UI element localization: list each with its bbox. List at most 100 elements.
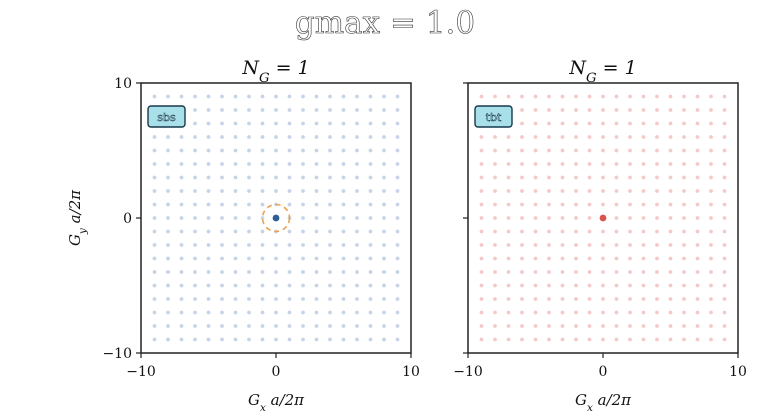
lattice-point	[520, 337, 524, 342]
lattice-point	[206, 121, 211, 126]
lattice-point	[233, 297, 238, 301]
lattice-point	[193, 94, 197, 99]
lattice-point	[655, 148, 659, 153]
lattice-point	[193, 162, 197, 166]
lattice-point	[533, 148, 538, 153]
lattice-point	[520, 189, 524, 193]
lattice-point	[709, 135, 713, 139]
lattice-point	[493, 135, 497, 139]
lattice-point	[695, 216, 700, 220]
lattice-point	[506, 135, 511, 139]
lattice-point	[328, 135, 332, 139]
lattice-point	[547, 216, 551, 220]
lattice-point	[206, 162, 211, 166]
lattice-point	[368, 229, 373, 234]
lattice-point	[655, 256, 659, 261]
x-tick-label: 0	[599, 364, 608, 380]
lattice-point	[301, 162, 305, 166]
lattice-point	[709, 283, 713, 288]
lattice-point	[220, 202, 224, 207]
lattice-point	[193, 202, 197, 207]
lattice-point	[395, 337, 400, 342]
lattice-point	[641, 256, 646, 261]
lattice-point	[314, 310, 319, 315]
lattice-point	[260, 337, 265, 342]
lattice-point	[193, 189, 197, 193]
lattice-point	[166, 216, 170, 220]
lattice-point	[533, 216, 538, 220]
tag-right: tbt	[474, 105, 513, 128]
lattice-point	[682, 270, 686, 274]
x-tick-label: 10	[402, 364, 420, 380]
lattice-point	[193, 216, 197, 220]
lattice-point	[368, 121, 373, 126]
lattice-point	[152, 256, 157, 261]
lattice-point	[506, 243, 511, 247]
lattice-point	[722, 310, 727, 315]
lattice-point	[709, 94, 713, 99]
lattice-point	[301, 297, 305, 301]
lattice-point	[722, 189, 727, 193]
lattice-point	[179, 216, 184, 220]
lattice-point	[533, 108, 538, 112]
lattice-point	[695, 135, 700, 139]
lattice-point	[547, 256, 551, 261]
lattice-point	[628, 94, 632, 99]
lattice-point	[614, 162, 619, 166]
lattice-point	[628, 256, 632, 261]
lattice-point	[193, 135, 197, 139]
lattice-point	[574, 175, 578, 180]
lattice-point	[641, 94, 646, 99]
lattice-point	[709, 337, 713, 342]
lattice-point	[506, 189, 511, 193]
lattice-point	[193, 270, 197, 274]
lattice-point	[301, 283, 305, 288]
lattice-point	[220, 121, 224, 126]
lattice-point	[368, 310, 373, 315]
lattice-point	[301, 135, 305, 139]
lattice-point	[368, 162, 373, 166]
lattice-point	[695, 202, 700, 207]
lattice-point	[520, 324, 524, 328]
lattice-point	[682, 216, 686, 220]
lattice-point	[233, 324, 238, 328]
lattice-point	[179, 162, 184, 166]
lattice-point	[709, 148, 713, 153]
lattice-point	[368, 94, 373, 99]
lattice-point	[314, 189, 319, 193]
lattice-point	[206, 270, 211, 274]
lattice-point	[233, 270, 238, 274]
lattice-point	[220, 229, 224, 234]
lattice-point	[206, 202, 211, 207]
overlay-right	[599, 214, 607, 222]
lattice-point	[247, 148, 251, 153]
lattice-point	[601, 121, 605, 126]
lattice-point	[668, 94, 673, 99]
lattice-point	[614, 337, 619, 342]
lattice-point	[341, 189, 346, 193]
lattice-point	[695, 337, 700, 342]
lattice-point	[574, 324, 578, 328]
lattice-point	[355, 216, 359, 220]
lattice-point	[355, 135, 359, 139]
lattice-point	[479, 324, 484, 328]
lattice-point	[179, 283, 184, 288]
lattice-point	[533, 337, 538, 342]
lattice-point	[328, 283, 332, 288]
lattice-point	[220, 108, 224, 112]
lattice-point	[574, 216, 578, 220]
lattice-point	[655, 202, 659, 207]
lattice-point	[709, 310, 713, 315]
lattice-point	[614, 283, 619, 288]
lattice-point	[260, 270, 265, 274]
lattice-point	[179, 243, 184, 247]
lattice-point	[493, 297, 497, 301]
lattice-point	[355, 121, 359, 126]
lattice-point	[382, 162, 386, 166]
lattice-point	[722, 324, 727, 328]
selected-point	[272, 214, 280, 222]
lattice-point	[301, 324, 305, 328]
lattice-point	[479, 189, 484, 193]
lattice-point	[395, 162, 400, 166]
lattice-point	[152, 283, 157, 288]
